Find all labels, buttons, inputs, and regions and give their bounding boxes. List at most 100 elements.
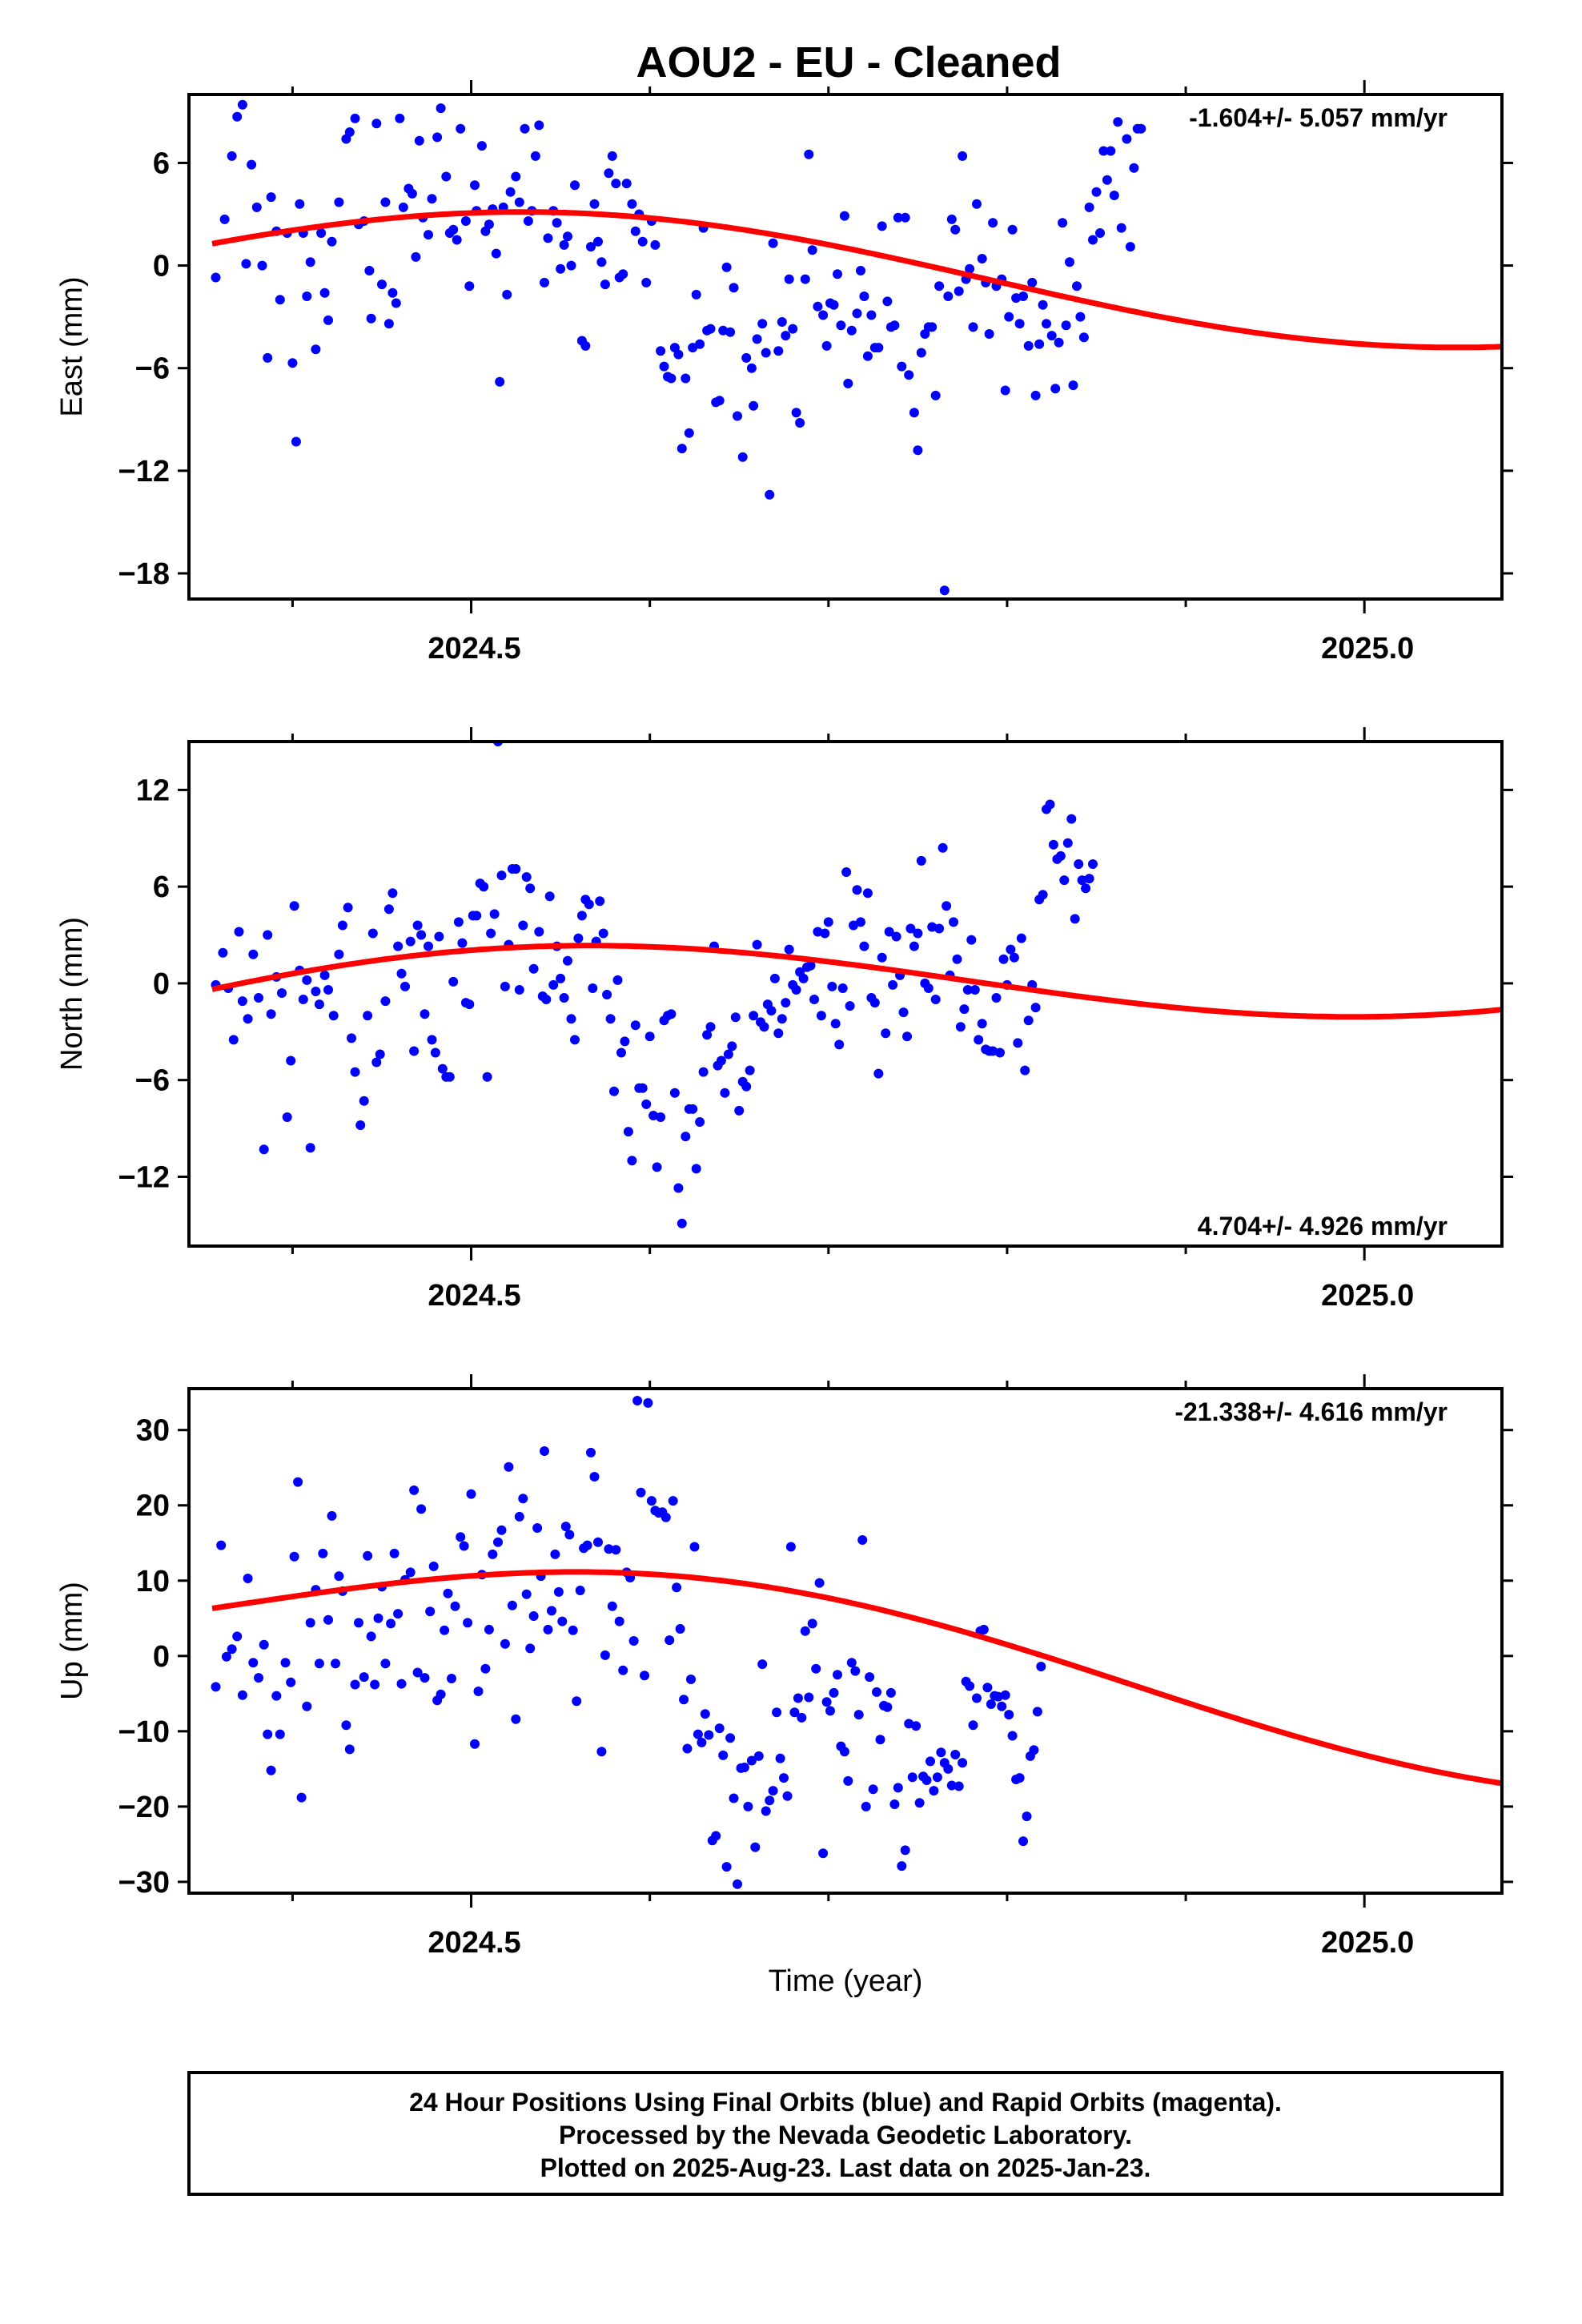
up-data-point xyxy=(380,1659,391,1669)
up-data-point xyxy=(865,1672,875,1683)
east-data-point xyxy=(1098,146,1109,156)
north-data-point xyxy=(605,1014,616,1024)
chart-title: AOU2 - EU - Cleaned xyxy=(636,38,1061,86)
north-data-point xyxy=(472,911,482,921)
up-data-point xyxy=(682,1743,693,1754)
north-data-point xyxy=(705,1022,716,1032)
east-data-point xyxy=(523,216,533,226)
east-data-point xyxy=(681,373,691,384)
north-data-point xyxy=(237,996,247,1007)
north-data-point xyxy=(942,901,952,911)
up-data-point xyxy=(500,1638,510,1649)
up-data-point xyxy=(704,1730,714,1740)
east-ytick-label: 6 xyxy=(153,147,170,180)
up-data-point xyxy=(982,1683,993,1693)
up-data-point xyxy=(1004,1710,1014,1720)
north-data-point xyxy=(612,975,623,985)
north-data-point xyxy=(859,941,869,951)
east-data-point xyxy=(211,272,221,283)
up-data-point xyxy=(572,1696,582,1707)
up-data-point xyxy=(396,1679,407,1689)
north-data-point xyxy=(938,842,948,853)
east-data-point xyxy=(1004,312,1014,322)
north-data-point xyxy=(727,1041,737,1051)
up-data-point xyxy=(804,1692,814,1703)
up-data-point xyxy=(575,1586,585,1595)
footer-box: 24 Hour Positions Using Final Orbits (bl… xyxy=(187,2071,1504,2196)
north-data-point xyxy=(669,1088,680,1098)
panel-up: −30 −20 −10 0 10 20 30 2024.5 2025.0 Up (mm) -21… xyxy=(55,1374,1513,1960)
north-data-point xyxy=(350,1067,360,1077)
up-data-point xyxy=(359,1672,369,1683)
up-data-point xyxy=(614,1616,624,1626)
up-data-point xyxy=(932,1772,942,1783)
north-data-point xyxy=(305,1143,315,1153)
east-data-point xyxy=(380,197,391,207)
up-data-point xyxy=(686,1675,696,1684)
up-data-point xyxy=(628,1636,639,1646)
up-xtick-label: 2025.0 xyxy=(1321,1926,1414,1960)
up-rate-label: -21.338+/- 4.616 mm/yr xyxy=(1174,1397,1447,1426)
up-data-point xyxy=(772,1707,782,1718)
up-data-point xyxy=(428,1561,439,1571)
east-data-point xyxy=(476,141,487,151)
north-data-point xyxy=(541,995,552,1004)
up-data-point xyxy=(1018,1836,1028,1847)
north-data-point xyxy=(837,983,848,993)
east-rate-label: -1.604+/- 5.057 mm/yr xyxy=(1189,103,1447,132)
north-data-point xyxy=(909,941,919,951)
north-data-point xyxy=(573,933,584,943)
up-data-point xyxy=(366,1631,376,1642)
east-data-point xyxy=(484,219,494,230)
east-data-point xyxy=(656,346,666,356)
north-data-point xyxy=(949,917,958,927)
north-data-point xyxy=(791,985,801,995)
east-data-point xyxy=(913,445,923,456)
east-data-point xyxy=(818,310,829,320)
up-data-point xyxy=(1000,1690,1010,1700)
east-data-point xyxy=(659,361,669,372)
up-data-point xyxy=(596,1747,607,1757)
north-data-point xyxy=(228,1035,239,1045)
north-data-point xyxy=(1059,875,1070,886)
up-data-point xyxy=(473,1687,484,1696)
east-data-point xyxy=(1122,134,1132,144)
east-data-point xyxy=(427,194,437,204)
east-data-point xyxy=(946,214,957,224)
north-data-point xyxy=(637,1083,648,1093)
north-data-point xyxy=(681,1132,691,1142)
north-data-point xyxy=(243,1014,253,1024)
east-data-point xyxy=(491,248,501,259)
up-data-point xyxy=(646,1496,656,1506)
north-data-point xyxy=(311,987,321,996)
up-data-point xyxy=(456,1532,466,1542)
north-data-point xyxy=(898,1007,909,1018)
north-data-point xyxy=(923,983,934,993)
east-data-point xyxy=(596,257,607,267)
east-data-point xyxy=(684,428,694,438)
up-data-point xyxy=(636,1487,646,1498)
up-data-point xyxy=(872,1687,881,1697)
north-data-point xyxy=(566,1014,576,1024)
north-data-point xyxy=(363,1011,373,1021)
north-data-point xyxy=(688,1104,698,1114)
up-data-point xyxy=(611,1545,621,1555)
east-data-point xyxy=(398,202,408,212)
east-data-point xyxy=(232,111,243,122)
up-data-point xyxy=(875,1735,885,1745)
east-data-point xyxy=(641,277,652,287)
east-data-point xyxy=(452,235,462,245)
east-xtick-label: 2024.5 xyxy=(428,632,520,665)
north-data-point xyxy=(409,1046,420,1056)
up-data-point xyxy=(675,1624,685,1634)
east-data-point xyxy=(334,197,344,207)
up-data-point xyxy=(484,1624,494,1634)
up-data-point xyxy=(221,1651,231,1662)
up-data-point xyxy=(779,1773,789,1783)
east-data-point xyxy=(456,123,466,134)
up-data-point xyxy=(412,1667,423,1678)
up-data-point xyxy=(266,1765,276,1775)
east-ytick-label: −12 xyxy=(118,455,170,489)
east-data-point xyxy=(954,286,964,296)
north-data-point xyxy=(1077,875,1087,886)
